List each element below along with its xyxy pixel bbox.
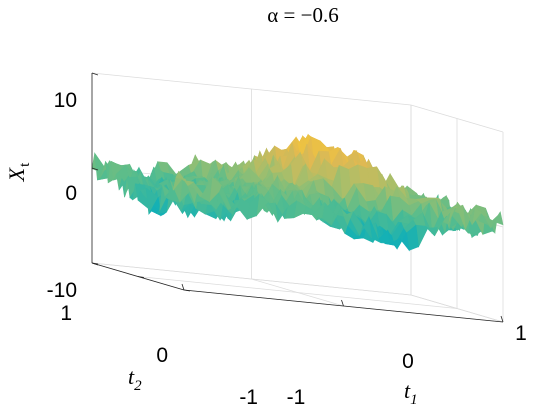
y-tick-label-bottom: -1: [239, 386, 258, 409]
svg-text:Xt: Xt: [4, 162, 33, 182]
axes-box: [91, 72, 504, 323]
surface-patch: [181, 177, 195, 185]
z-tick-label-bottom: -10: [47, 279, 77, 302]
y-axis-label: t2: [128, 364, 142, 394]
x-axis-label: t1: [404, 378, 418, 408]
z-tick-label-mid: 0: [65, 182, 77, 205]
x-tick-label-left: -1: [287, 386, 306, 409]
surface: [91, 133, 504, 252]
z-tick-label-top: 10: [54, 89, 77, 112]
chart-title: α = −0.6: [267, 3, 338, 27]
x-tick-label-mid: 0: [402, 350, 414, 373]
y-tick-label-top: 1: [60, 302, 72, 325]
z-axis-label: Xt: [4, 162, 33, 182]
axes-grid: [91, 72, 504, 323]
x-tick-label-right: 1: [515, 322, 527, 345]
y-tick-label-mid: 0: [156, 344, 168, 367]
